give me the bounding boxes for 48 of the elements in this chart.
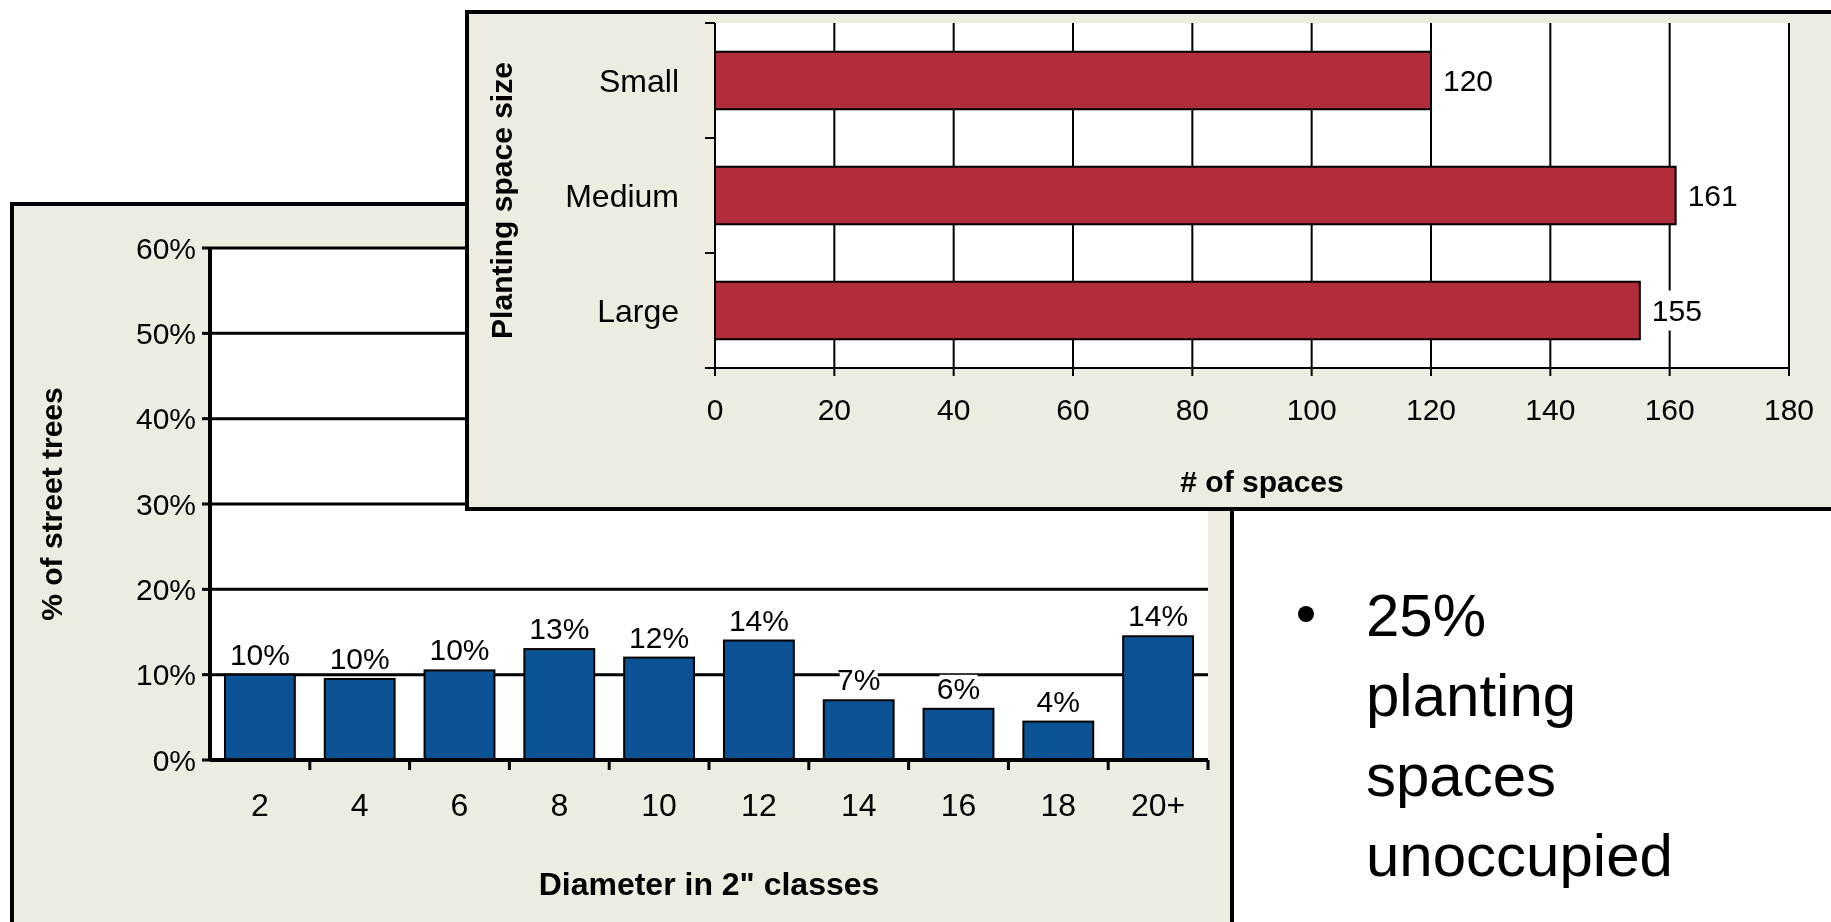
y-tick-label: 30%	[135, 487, 196, 521]
x-tick-label: 80	[1175, 393, 1210, 426]
data-label: 10%	[429, 633, 490, 667]
y-axis-title: % of street trees	[35, 387, 68, 621]
x-tick-label: 16	[940, 787, 977, 823]
x-tick-label: 140	[1525, 393, 1576, 426]
y-tick-label: Small	[598, 62, 679, 99]
data-label: 12%	[629, 620, 690, 654]
x-tick-label: 20+	[1130, 787, 1186, 823]
y-tick-label: 60%	[135, 231, 196, 265]
x-tick-label: 18	[1040, 787, 1077, 823]
data-label: 7%	[837, 663, 881, 697]
x-tick-label: 120	[1405, 393, 1457, 426]
y-tick-label: 10%	[135, 658, 196, 692]
data-label: 155	[1651, 294, 1702, 327]
x-axis-title: # of spaces	[1180, 465, 1344, 498]
x-tick-label: 60	[1056, 393, 1090, 426]
text: 25% planting spaces unoccupied	[1366, 582, 1673, 889]
data-label: 10%	[329, 641, 390, 675]
x-tick-label: 6	[450, 787, 469, 823]
y-tick-label: Large	[597, 292, 679, 329]
x-tick-label: 20	[817, 393, 852, 426]
x-tick-label: 100	[1286, 393, 1337, 426]
x-tick-label: 40	[936, 393, 971, 426]
data-label: 10%	[229, 637, 290, 671]
data-label: 13%	[529, 612, 590, 646]
y-tick-label: 40%	[135, 402, 196, 436]
y-tick-label: Medium	[565, 177, 679, 214]
data-label: 161	[1687, 179, 1738, 212]
data-label: 14%	[1128, 599, 1189, 633]
x-tick-label: 2	[251, 787, 269, 823]
data-label: 4%	[1036, 684, 1080, 718]
y-axis-title: Planting space size	[485, 62, 518, 339]
y-tick-label: 20%	[135, 572, 196, 606]
x-tick-label: 8	[550, 787, 569, 823]
y-tick-label: 0%	[152, 743, 196, 777]
x-tick-label: 10	[641, 787, 677, 823]
data-label: 14%	[728, 603, 789, 637]
x-axis-title: Diameter in 2" classes	[538, 866, 880, 902]
data-label: 120	[1443, 64, 1494, 97]
x-tick-label: 0	[706, 393, 724, 426]
x-tick-label: 14	[840, 787, 877, 823]
x-tick-label: 4	[350, 787, 369, 823]
x-tick-label: 12	[741, 787, 777, 823]
y-tick-label: 50%	[135, 316, 196, 350]
data-label: 6%	[936, 671, 981, 705]
x-tick-label: 180	[1763, 393, 1815, 426]
x-tick-label: 160	[1644, 393, 1695, 426]
